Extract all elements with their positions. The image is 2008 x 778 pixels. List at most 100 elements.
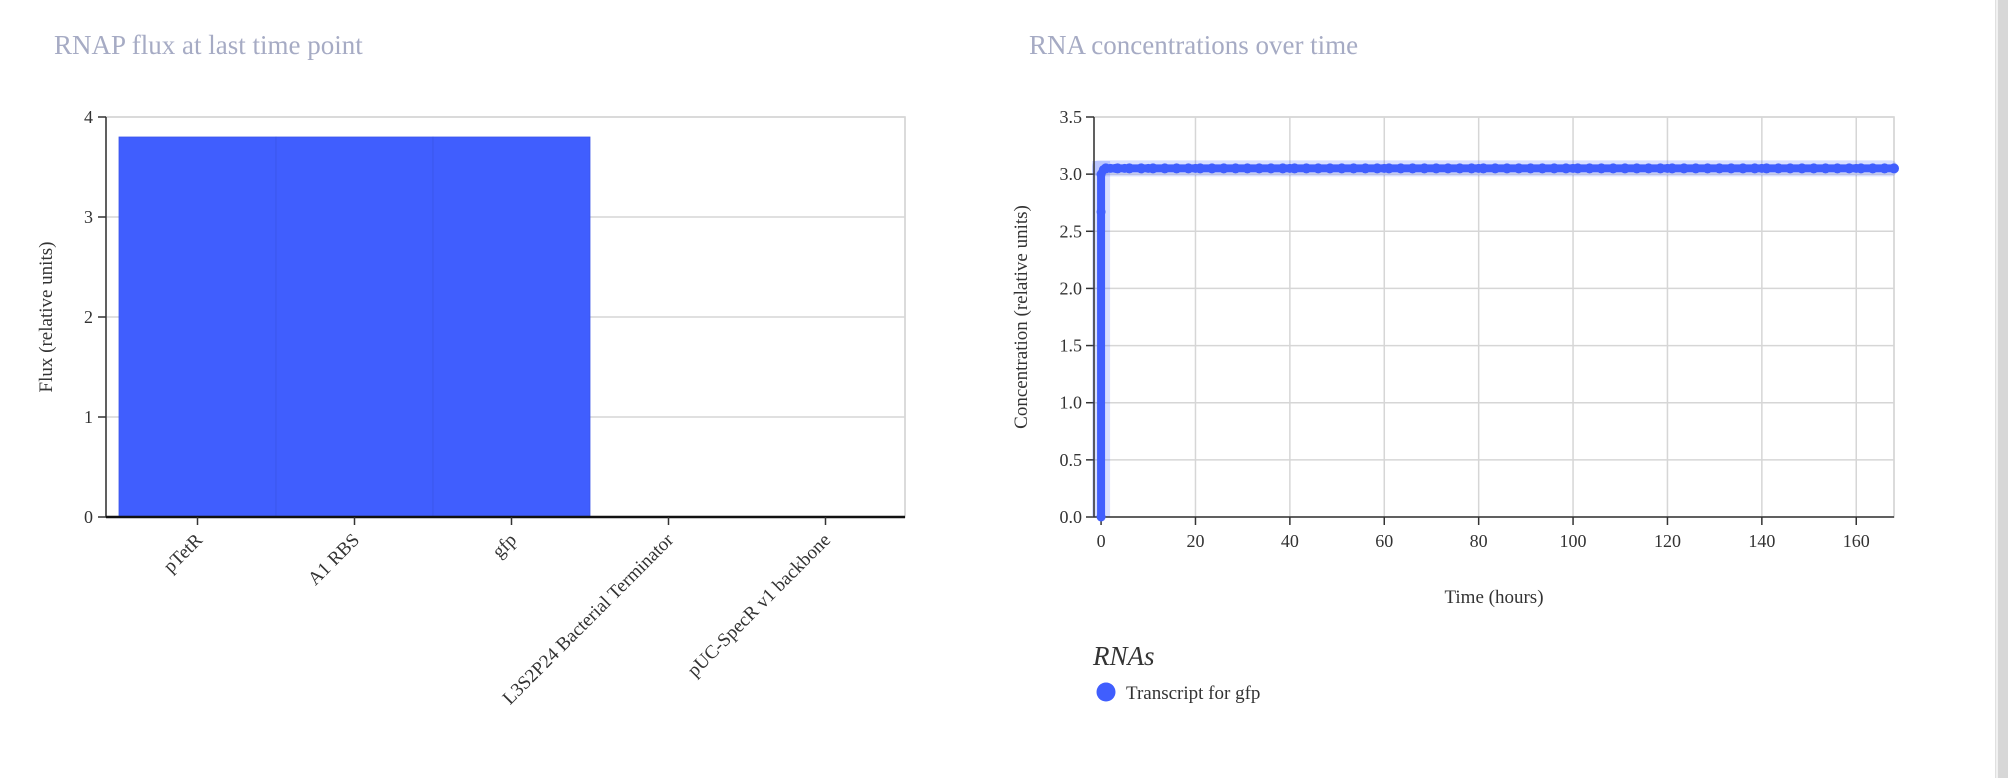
line-chart-title: RNA concentrations over time (1029, 30, 1359, 60)
series-point[interactable] (1714, 163, 1725, 174)
series-line-transcript-gfp[interactable] (1097, 164, 1898, 521)
series-point[interactable] (1124, 163, 1135, 174)
series-point[interactable] (1096, 512, 1106, 522)
series-point[interactable] (1537, 163, 1548, 174)
line-x-tick-label: 100 (1560, 531, 1587, 551)
series-point[interactable] (1454, 163, 1465, 174)
series-point[interactable] (1608, 163, 1619, 174)
series-point[interactable] (1265, 163, 1276, 174)
series-point[interactable] (1844, 163, 1855, 174)
series-point[interactable] (1889, 163, 1899, 174)
bar-chart-y-axis-label: Flux (relative units) (36, 242, 57, 393)
line-chart: Concentration (relative units) Time (hou… (1011, 107, 1899, 704)
bar[interactable] (432, 136, 591, 518)
series-point[interactable] (1324, 163, 1335, 174)
series-point[interactable] (1525, 163, 1536, 174)
series-point[interactable] (1631, 163, 1642, 174)
line-y-tick-label: 1.0 (1060, 393, 1083, 413)
series-point[interactable] (1466, 163, 1477, 174)
line-x-tick-label: 20 (1186, 531, 1204, 551)
line-x-tick-label: 40 (1281, 531, 1299, 551)
series-point[interactable] (1419, 163, 1430, 174)
line-x-tick-label: 160 (1843, 531, 1870, 551)
series-point[interactable] (1820, 163, 1831, 174)
series-point[interactable] (1136, 163, 1147, 174)
series-point[interactable] (1560, 163, 1571, 174)
series-point[interactable] (1289, 163, 1300, 174)
series-point[interactable] (1808, 163, 1819, 174)
line-x-tick-label: 140 (1748, 531, 1775, 551)
line-x-tick-label: 80 (1470, 531, 1488, 551)
series-point[interactable] (1171, 163, 1182, 174)
series-point[interactable] (1100, 163, 1111, 174)
series-point[interactable] (1501, 163, 1512, 174)
vertical-scrollbar[interactable] (1995, 0, 2008, 778)
series-point[interactable] (1431, 163, 1442, 174)
bar-y-tick-label: 1 (84, 407, 93, 427)
line-y-tick-label: 3.5 (1060, 107, 1083, 127)
series-point[interactable] (1230, 163, 1241, 174)
line-y-tick-label: 1.5 (1060, 336, 1083, 356)
bar-y-tick-label: 2 (84, 307, 93, 327)
series-point[interactable] (1383, 163, 1394, 174)
series-point[interactable] (1490, 163, 1501, 174)
line-x-tick-label: 60 (1375, 531, 1393, 551)
line-y-tick-label: 0.0 (1060, 507, 1083, 527)
series-point[interactable] (1596, 163, 1607, 174)
legend-swatch[interactable] (1096, 682, 1116, 702)
bar-y-tick-label: 3 (84, 207, 93, 227)
series-point[interactable] (1478, 163, 1489, 174)
series-point[interactable] (1643, 163, 1654, 174)
series-point[interactable] (1879, 163, 1890, 174)
legend-title: RNAs (1092, 641, 1155, 671)
series-point[interactable] (1667, 163, 1678, 174)
series-point[interactable] (1867, 163, 1878, 174)
series-point[interactable] (1773, 163, 1784, 174)
series-point[interactable] (1690, 163, 1701, 174)
series-point[interactable] (1159, 163, 1170, 174)
series-point[interactable] (1678, 163, 1689, 174)
line-y-tick-label: 2.0 (1060, 278, 1083, 298)
series-point[interactable] (1749, 163, 1760, 174)
series-point[interactable] (1619, 163, 1630, 174)
legend-item-label[interactable]: Transcript for gfp (1126, 683, 1260, 704)
series-point[interactable] (1395, 163, 1406, 174)
series-point[interactable] (1785, 163, 1796, 174)
series-point[interactable] (1301, 163, 1312, 174)
bar[interactable] (275, 136, 434, 518)
series-point[interactable] (1183, 163, 1194, 174)
series-point[interactable] (1702, 163, 1713, 174)
bar[interactable] (118, 136, 277, 518)
series-point[interactable] (1737, 163, 1748, 174)
series-point[interactable] (1096, 207, 1106, 217)
series-point[interactable] (1360, 163, 1371, 174)
series-point[interactable] (1336, 163, 1347, 174)
series-point[interactable] (1655, 163, 1666, 174)
series-point[interactable] (1348, 163, 1359, 174)
series-point[interactable] (1442, 163, 1453, 174)
series-point[interactable] (1372, 163, 1383, 174)
series-point[interactable] (1254, 163, 1265, 174)
series-point[interactable] (1112, 163, 1123, 174)
series-point[interactable] (1513, 163, 1524, 174)
series-point[interactable] (1313, 163, 1324, 174)
series-point[interactable] (1832, 163, 1843, 174)
series-point[interactable] (1195, 163, 1206, 174)
series-point[interactable] (1761, 163, 1772, 174)
series-point[interactable] (1572, 163, 1583, 174)
line-chart-y-axis-label: Concentration (relative units) (1011, 205, 1032, 429)
series-point[interactable] (1796, 163, 1807, 174)
series-point[interactable] (1855, 163, 1866, 174)
series-point[interactable] (1206, 163, 1217, 174)
series-point[interactable] (1218, 163, 1229, 174)
series-point[interactable] (1726, 163, 1737, 174)
line-plot-frame (1093, 116, 1895, 518)
series-point[interactable] (1277, 163, 1288, 174)
series-point[interactable] (1407, 163, 1418, 174)
series-point[interactable] (1584, 163, 1595, 174)
series-point[interactable] (1242, 163, 1253, 174)
series-point[interactable] (1549, 163, 1560, 174)
scrollbar-thumb[interactable] (1998, 0, 2008, 778)
series-point[interactable] (1147, 163, 1158, 174)
bar-y-tick-label: 4 (84, 107, 93, 127)
